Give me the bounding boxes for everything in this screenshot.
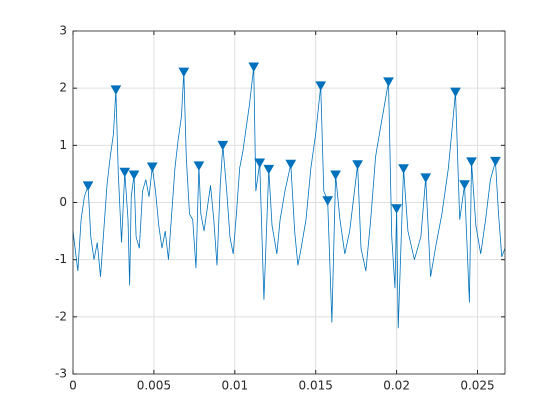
x-tick-label: 0.01	[221, 379, 248, 393]
peak-marker	[391, 204, 402, 214]
peak-marker	[315, 81, 327, 91]
peak-marker	[263, 164, 275, 175]
peak-marker	[146, 162, 158, 173]
peak-marker	[466, 157, 477, 167]
y-tick-label: 1	[59, 138, 67, 152]
x-tick-label: 0	[69, 379, 77, 393]
x-tick-label: 0.015	[299, 379, 333, 393]
y-tick-label: 3	[59, 24, 67, 38]
x-tick-label: 0.025	[460, 379, 494, 393]
peak-marker	[459, 180, 470, 190]
y-tick-label: 2	[59, 81, 67, 95]
peak-marker	[490, 156, 501, 167]
peak-marker	[352, 160, 363, 170]
peak-marker	[128, 170, 140, 181]
peak-marker	[398, 164, 409, 174]
peak-marker	[322, 196, 334, 206]
y-tick-label: -3	[55, 367, 67, 381]
peak-marker	[178, 67, 190, 78]
x-tick-label: 0.005	[137, 379, 171, 393]
peak-marker	[450, 87, 461, 98]
peak-marker	[248, 62, 260, 73]
y-tick-label: -1	[55, 252, 67, 266]
peak-marker	[82, 181, 94, 191]
peak-marker	[193, 161, 205, 171]
peak-marker	[285, 159, 297, 170]
y-tick-label: -2	[55, 309, 67, 323]
peak-marker	[383, 77, 394, 87]
peak-marker	[420, 173, 432, 183]
signal-line	[72, 66, 506, 329]
peak-marker	[217, 140, 229, 151]
axes-box	[72, 30, 506, 375]
peak-marker	[119, 167, 131, 178]
peak-marker	[330, 170, 341, 181]
peak-marker	[110, 85, 122, 95]
x-tick-label: 0.02	[383, 379, 410, 393]
peak-marker	[254, 158, 266, 169]
y-tick-label: 0	[59, 195, 67, 209]
